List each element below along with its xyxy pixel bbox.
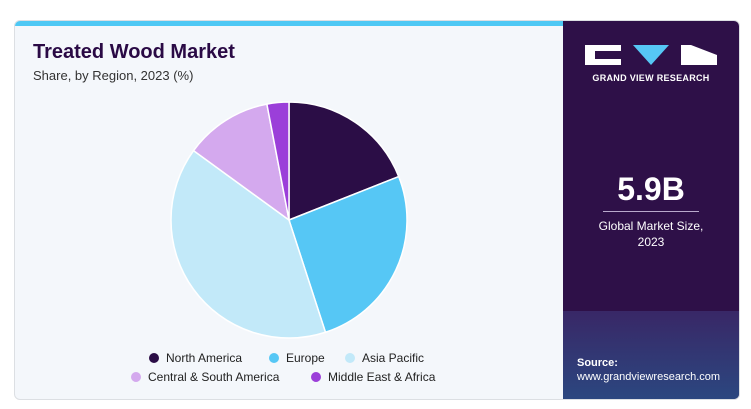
market-size-label: Global Market Size, 2023 bbox=[598, 219, 704, 249]
legend-label: Europe bbox=[286, 351, 325, 365]
legend-label: Central & South America bbox=[148, 370, 280, 384]
legend-label: North America bbox=[166, 351, 243, 365]
legend-swatch bbox=[269, 353, 279, 363]
source-title: Source: bbox=[577, 357, 618, 369]
legend-label: Asia Pacific bbox=[362, 351, 425, 365]
legend-label: Middle East & Africa bbox=[328, 370, 436, 384]
chart-title: Treated Wood Market bbox=[33, 41, 235, 63]
panel-wave-graphic bbox=[563, 311, 739, 399]
legend-swatch bbox=[131, 372, 141, 382]
pie-slice-north-america bbox=[288, 101, 400, 222]
pie-slice-europe bbox=[288, 175, 408, 334]
legend-swatch bbox=[345, 353, 355, 363]
legend-item-north-america: North America bbox=[149, 351, 242, 365]
legend-item-europe: Europe bbox=[269, 351, 325, 365]
divider bbox=[603, 211, 699, 212]
pie-slice-central-south-america bbox=[192, 103, 291, 222]
pie-slice-middle-east-africa bbox=[266, 101, 290, 221]
brand-logo bbox=[585, 45, 717, 65]
legend-swatch bbox=[149, 353, 159, 363]
legend-item-central-south-america: Central & South America bbox=[131, 370, 279, 384]
pie-chart bbox=[170, 101, 408, 339]
legend-swatch bbox=[311, 372, 321, 382]
chart-subtitle: Share, by Region, 2023 (%) bbox=[33, 68, 194, 83]
legend-item-middle-east-africa: Middle East & Africa bbox=[311, 370, 435, 384]
accent-bar bbox=[15, 21, 563, 26]
summary-panel: GRAND VIEW RESEARCH 5.9B Global Market S… bbox=[563, 21, 739, 399]
source-url: www.grandviewresearch.com bbox=[577, 371, 721, 383]
legend-item-asia-pacific: Asia Pacific bbox=[345, 351, 424, 365]
brand-name: GRAND VIEW RESEARCH bbox=[592, 73, 710, 83]
pie-slice-asia-pacific bbox=[170, 149, 327, 339]
chart-card: Treated Wood Market Share, by Region, 20… bbox=[14, 20, 740, 400]
market-size-value: 5.9B bbox=[617, 171, 685, 207]
